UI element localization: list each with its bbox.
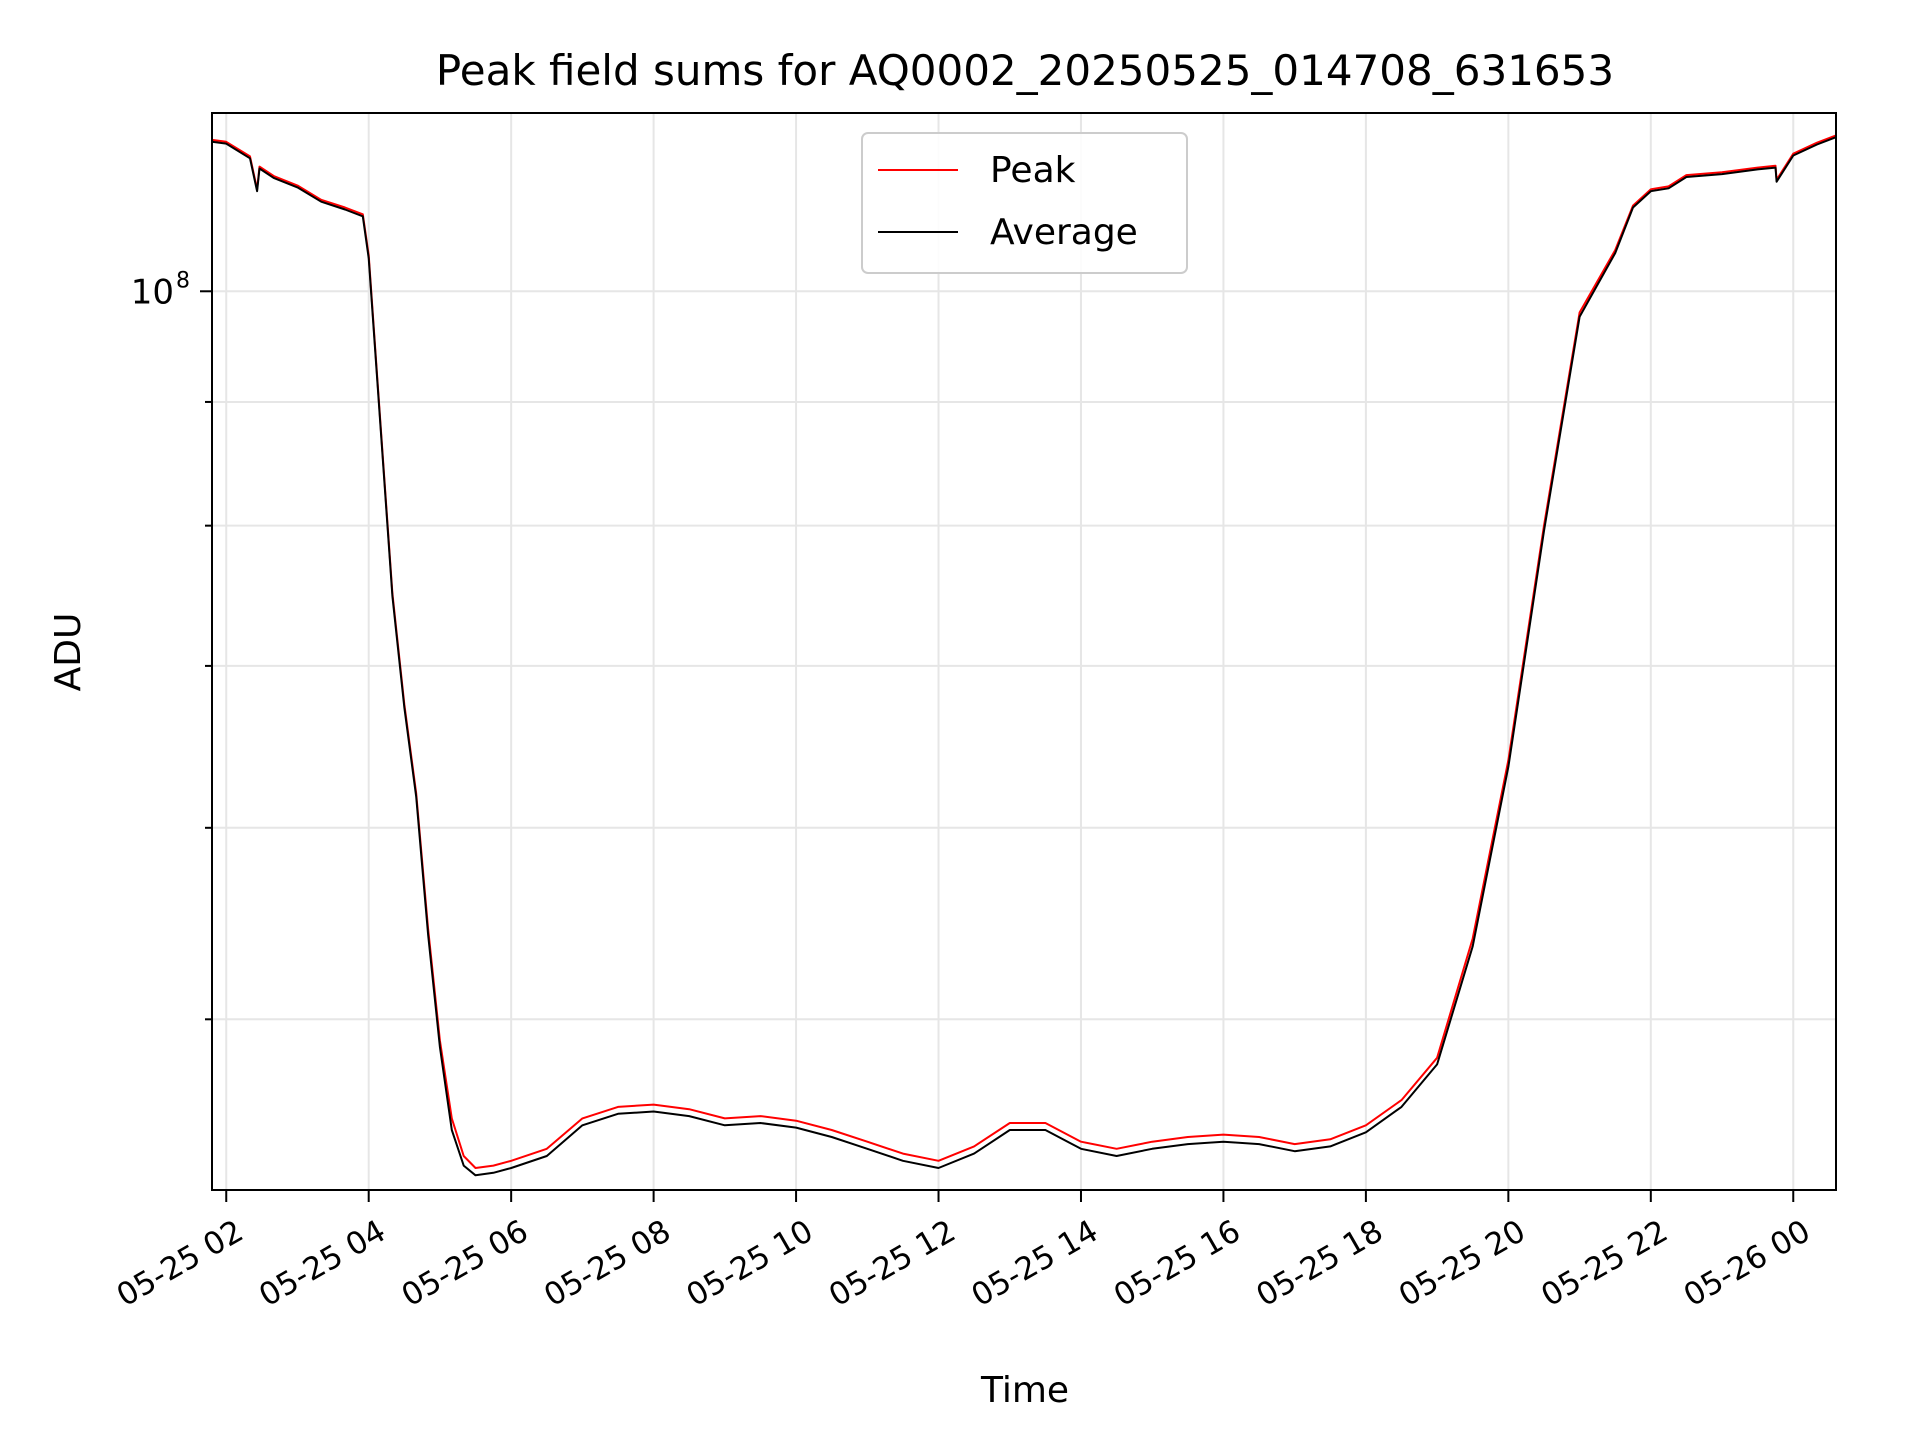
chart-title: Peak field sums for AQ0002_20250525_0147… [436,46,1614,95]
y-tick-exponent: 8 [176,268,190,293]
grid [212,113,1836,1190]
y-tick-label: 10 [131,272,174,312]
legend-label-average: Average [990,212,1138,253]
legend: Peak Average [861,132,1188,274]
plot-frame [211,112,1837,1191]
series-layer [211,134,1837,1177]
y-axis-label: ADU [48,613,89,692]
plot-area [211,134,1837,1177]
y-axis: 10 8 [131,268,212,1021]
legend-label-peak: Peak [990,150,1076,191]
x-axis-label: Time [980,1370,1069,1411]
series-line-average [211,136,1837,1177]
legend-box [861,132,1188,274]
